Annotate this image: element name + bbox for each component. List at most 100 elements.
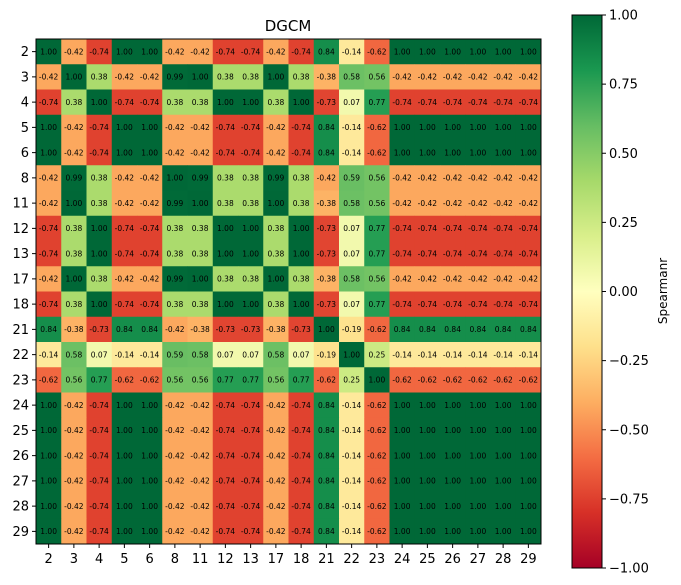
x-tick-label: 13 — [242, 552, 259, 567]
cell-value-label: 0.07 — [217, 350, 234, 359]
heatmap-cell — [86, 266, 113, 292]
heatmap-cell — [162, 165, 188, 191]
heatmap-cell — [414, 316, 441, 343]
cell-value-label: -0.14 — [115, 350, 135, 359]
heatmap-cell — [339, 266, 365, 292]
heatmap-cell — [36, 64, 62, 90]
cell-value-label: -0.42 — [39, 174, 59, 183]
heatmap-cell — [61, 443, 87, 469]
heatmap-cell — [137, 140, 163, 166]
heatmap-cell — [364, 417, 390, 444]
heatmap-cell — [162, 392, 188, 419]
heatmap-cell — [36, 215, 62, 242]
cell-value-label: -0.74 — [291, 148, 311, 157]
heatmap-cell — [61, 39, 87, 65]
heatmap-cell — [389, 468, 416, 494]
colorbar-tick-label: 0.50 — [609, 147, 638, 162]
heatmap-cell — [313, 417, 340, 444]
heatmap-cell — [238, 89, 264, 116]
cell-value-label: 1.00 — [419, 502, 436, 511]
heatmap-cell — [86, 493, 113, 520]
heatmap-cell — [238, 468, 264, 494]
heatmap-cell — [111, 493, 138, 520]
heatmap-cell — [490, 241, 517, 267]
heatmap-cell — [515, 417, 542, 444]
heatmap-cell — [414, 165, 441, 191]
cell-value-label: 0.99 — [167, 73, 184, 82]
heatmap-cell — [465, 266, 491, 292]
cell-value-label: 1.00 — [40, 451, 57, 460]
cell-value-label: -0.42 — [468, 199, 488, 208]
cell-value-label: -0.14 — [342, 426, 362, 435]
cell-value-label: 1.00 — [268, 275, 285, 284]
y-tick-label: 13 — [12, 247, 29, 262]
heatmap-cell — [212, 215, 239, 242]
cell-value-label: 1.00 — [141, 502, 158, 511]
heatmap-cell — [389, 493, 416, 520]
cell-value-label: -0.74 — [216, 401, 236, 410]
cell-value-label: -0.74 — [468, 224, 488, 233]
heatmap-cell — [440, 493, 466, 520]
cell-value-label: 1.00 — [444, 47, 461, 56]
colorbar-label: Spearmanr — [656, 258, 670, 324]
cell-value-label: -0.14 — [342, 47, 362, 56]
cell-value-label: 1.00 — [318, 325, 335, 334]
cell-value-label: -0.74 — [241, 527, 261, 536]
heatmap-cell — [86, 443, 113, 469]
cell-value-label: 1.00 — [40, 123, 57, 132]
cell-value-label: -0.74 — [89, 527, 109, 536]
heatmap-cell — [515, 367, 542, 393]
y-tick-label: 2 — [21, 45, 29, 60]
cell-value-label: 0.38 — [66, 224, 83, 233]
heatmap-cell — [288, 518, 315, 545]
cell-value-label: 1.00 — [369, 376, 386, 385]
cell-value-label: -0.42 — [443, 199, 463, 208]
cell-value-label: 0.38 — [217, 73, 234, 82]
cell-value-label: -0.74 — [241, 123, 261, 132]
cell-value-label: 1.00 — [419, 148, 436, 157]
cell-value-label: -0.42 — [64, 527, 84, 536]
heatmap-cell — [364, 468, 390, 494]
cell-value-label: 1.00 — [419, 47, 436, 56]
heatmap-cell — [515, 165, 542, 191]
heatmap-cell — [465, 190, 491, 217]
cell-value-label: 1.00 — [495, 47, 512, 56]
heatmap-cell — [61, 291, 87, 318]
cell-value-label: -0.74 — [241, 502, 261, 511]
cell-value-label: 0.38 — [293, 199, 310, 208]
heatmap-cell — [263, 165, 289, 191]
heatmap-cell — [339, 190, 365, 217]
cell-value-label: 0.77 — [217, 376, 234, 385]
cell-value-label: 1.00 — [141, 401, 158, 410]
cell-value-label: 1.00 — [91, 300, 108, 309]
heatmap-cell — [137, 316, 163, 343]
heatmap-cell — [389, 392, 416, 419]
cell-value-label: -0.62 — [418, 376, 438, 385]
cell-value-label: -0.42 — [468, 275, 488, 284]
heatmap-cell — [414, 64, 441, 90]
cell-value-label: 0.99 — [66, 174, 83, 183]
x-tick-label: 8 — [171, 552, 179, 567]
cell-value-label: 0.99 — [268, 174, 285, 183]
heatmap-cell — [440, 39, 466, 65]
heatmap-cell — [61, 392, 87, 419]
heatmap-cell — [515, 190, 542, 217]
cell-value-label: 0.84 — [495, 325, 512, 334]
cell-value-label: 0.38 — [167, 98, 184, 107]
x-tick-label: 26 — [444, 552, 461, 567]
heatmap-cell — [137, 64, 163, 90]
cell-value-label: 0.38 — [91, 199, 108, 208]
cell-value-label: 1.00 — [444, 527, 461, 536]
y-tick-label: 26 — [12, 449, 29, 464]
heatmap-cell — [490, 342, 517, 368]
heatmap-cell — [137, 89, 163, 116]
heatmap-cell — [162, 342, 188, 368]
heatmap-cell — [490, 367, 517, 393]
cell-value-label: 0.38 — [167, 224, 184, 233]
heatmap-cell — [212, 443, 239, 469]
heatmap-cell — [440, 241, 466, 267]
heatmap-cell — [111, 342, 138, 368]
cell-value-label: 1.00 — [520, 527, 537, 536]
heatmap-cell — [137, 165, 163, 191]
heatmap-cell — [515, 215, 542, 242]
